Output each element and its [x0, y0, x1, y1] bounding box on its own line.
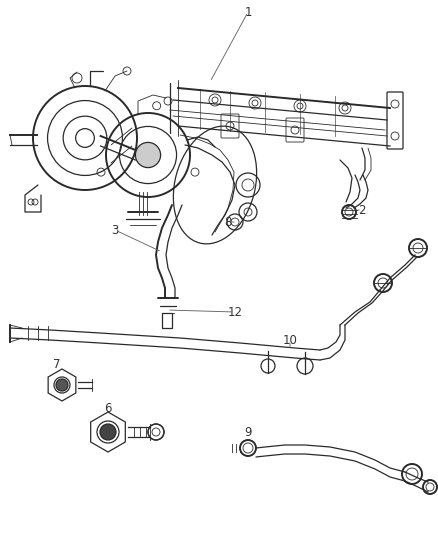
Text: 8: 8	[224, 215, 232, 229]
Text: 12: 12	[227, 305, 243, 319]
FancyBboxPatch shape	[221, 114, 239, 138]
Text: 1: 1	[244, 5, 252, 19]
Circle shape	[100, 424, 116, 440]
FancyBboxPatch shape	[387, 92, 403, 149]
Circle shape	[148, 424, 164, 440]
Circle shape	[135, 142, 161, 167]
FancyBboxPatch shape	[162, 313, 172, 328]
Text: 7: 7	[53, 359, 61, 372]
FancyBboxPatch shape	[286, 118, 304, 142]
Text: 10: 10	[283, 334, 297, 346]
Text: 9: 9	[244, 425, 252, 439]
Text: 2: 2	[358, 204, 366, 216]
Text: 6: 6	[104, 401, 112, 415]
Circle shape	[56, 379, 68, 391]
Text: 3: 3	[111, 223, 119, 237]
